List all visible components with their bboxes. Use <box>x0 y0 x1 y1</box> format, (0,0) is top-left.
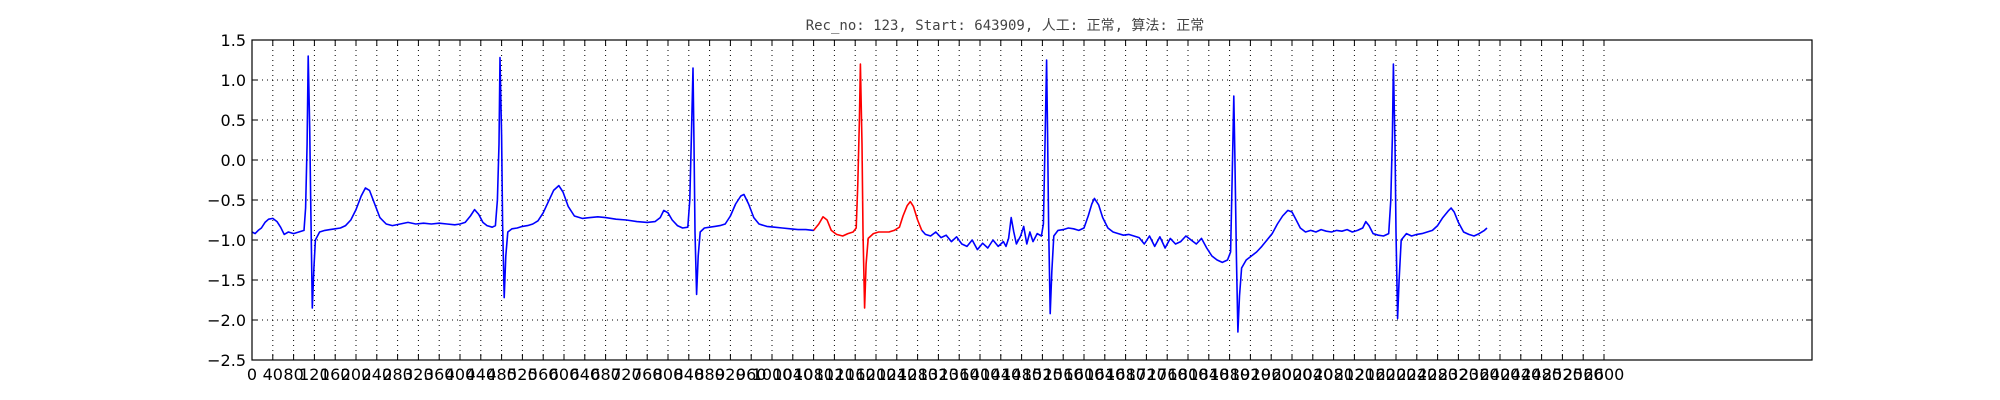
x-tick-label: 1200 <box>856 365 897 384</box>
x-tick-label: 480 <box>486 365 517 384</box>
x-tick-label: 2120 <box>1334 365 1375 384</box>
x-tick-label: 1920 <box>1230 365 1271 384</box>
x-tick-label: 0 <box>247 365 257 384</box>
x-tick-label: 960 <box>736 365 767 384</box>
x-tick-label: 680 <box>590 365 621 384</box>
x-tick-label: 280 <box>382 365 413 384</box>
x-tick-label: 1160 <box>835 365 876 384</box>
x-tick-label: 360 <box>424 365 455 384</box>
x-tick-label: 1520 <box>1022 365 1063 384</box>
x-tick-label: 1360 <box>939 365 980 384</box>
x-tick-label: 920 <box>715 365 746 384</box>
x-tick-label: 2000 <box>1272 365 1313 384</box>
x-tick-label: 320 <box>403 365 434 384</box>
x-tick-label: 800 <box>653 365 684 384</box>
x-tick-label: 640 <box>570 365 601 384</box>
x-tick-label: 2240 <box>1396 365 1437 384</box>
x-tick-label: 2360 <box>1459 365 1500 384</box>
x-tick-label: 2560 <box>1563 365 1604 384</box>
x-tick-label: 2200 <box>1376 365 1417 384</box>
x-tick-label: 1320 <box>918 365 959 384</box>
y-tick-label: 1.0 <box>221 71 246 90</box>
x-tick-label: 1600 <box>1064 365 1105 384</box>
x-tick-label: 2400 <box>1480 365 1521 384</box>
x-tick-label: 560 <box>528 365 559 384</box>
x-tick-label: 880 <box>694 365 725 384</box>
x-tick-label: 1440 <box>980 365 1021 384</box>
x-tick-label: 120 <box>299 365 330 384</box>
x-tick-label: 1960 <box>1251 365 1292 384</box>
x-tick-label: 1760 <box>1147 365 1188 384</box>
grid <box>251 39 1812 361</box>
x-tick-label: 240 <box>362 365 393 384</box>
x-tick-label: 1840 <box>1188 365 1229 384</box>
signal-segment-1 <box>251 55 814 309</box>
x-tick-label: 80 <box>283 365 303 384</box>
y-tick-label: −1.0 <box>207 231 246 250</box>
x-tick-label: 2440 <box>1500 365 1541 384</box>
x-tick-label: 520 <box>507 365 538 384</box>
x-tick-label: 1240 <box>876 365 917 384</box>
x-tick-label: 1000 <box>752 365 793 384</box>
x-tick-label: 1280 <box>897 365 938 384</box>
y-tick-label: −2.5 <box>207 351 246 370</box>
x-tick-label: 1400 <box>960 365 1001 384</box>
x-tick-label: 840 <box>674 365 705 384</box>
x-tick-label: 200 <box>341 365 372 384</box>
x-axis: 0 40 8012016020024028032036040044048052056… <box>247 40 1624 384</box>
x-tick-label: 2280 <box>1417 365 1458 384</box>
x-tick-label: 40 <box>263 365 283 384</box>
x-tick-label: 1680 <box>1105 365 1146 384</box>
signal-segment-2 <box>812 63 923 309</box>
x-tick-label: 2160 <box>1355 365 1396 384</box>
x-tick-label: 1480 <box>1001 365 1042 384</box>
x-tick-label: 720 <box>611 365 642 384</box>
x-tick-label: 1800 <box>1168 365 1209 384</box>
x-tick-label: 1080 <box>793 365 834 384</box>
y-tick-label: −1.5 <box>207 271 246 290</box>
signal-segment-3 <box>921 59 1488 333</box>
x-tick-label: 1120 <box>814 365 855 384</box>
x-tick-label: 600 <box>549 365 580 384</box>
x-tick-label: 2080 <box>1313 365 1354 384</box>
y-tick-label: 0.0 <box>221 151 246 170</box>
x-tick-label: 1040 <box>772 365 813 384</box>
x-tick-label: 2480 <box>1521 365 1562 384</box>
x-tick-label: 160 <box>320 365 351 384</box>
x-tick-label: 1560 <box>1043 365 1084 384</box>
signal-traces <box>251 55 1488 333</box>
x-tick-label: 1880 <box>1209 365 1250 384</box>
y-tick-label: 1.5 <box>221 31 246 50</box>
x-tick-label: 1640 <box>1084 365 1125 384</box>
y-tick-label: 0.5 <box>221 111 246 130</box>
x-tick-label: 400 <box>445 365 476 384</box>
x-tick-label: 440 <box>466 365 497 384</box>
chart-title: Rec_no: 123, Start: 643909, 人工: 正常, 算法: … <box>806 18 1205 34</box>
x-tick-label: 1720 <box>1126 365 1167 384</box>
y-tick-label: −2.0 <box>207 311 246 330</box>
x-tick-label: 2320 <box>1438 365 1479 384</box>
x-tick-label: 2600 <box>1584 365 1625 384</box>
plot-frame <box>251 39 1813 361</box>
x-tick-label: 2040 <box>1292 365 1333 384</box>
x-tick-label: 2520 <box>1542 365 1583 384</box>
x-tick-label: 760 <box>632 365 663 384</box>
y-tick-label: −0.5 <box>207 191 246 210</box>
y-axis: 1.5 1.0 0.5 0.0 −0.5 −1.0 −1.5 −2.0 −2.5 <box>207 31 1812 370</box>
